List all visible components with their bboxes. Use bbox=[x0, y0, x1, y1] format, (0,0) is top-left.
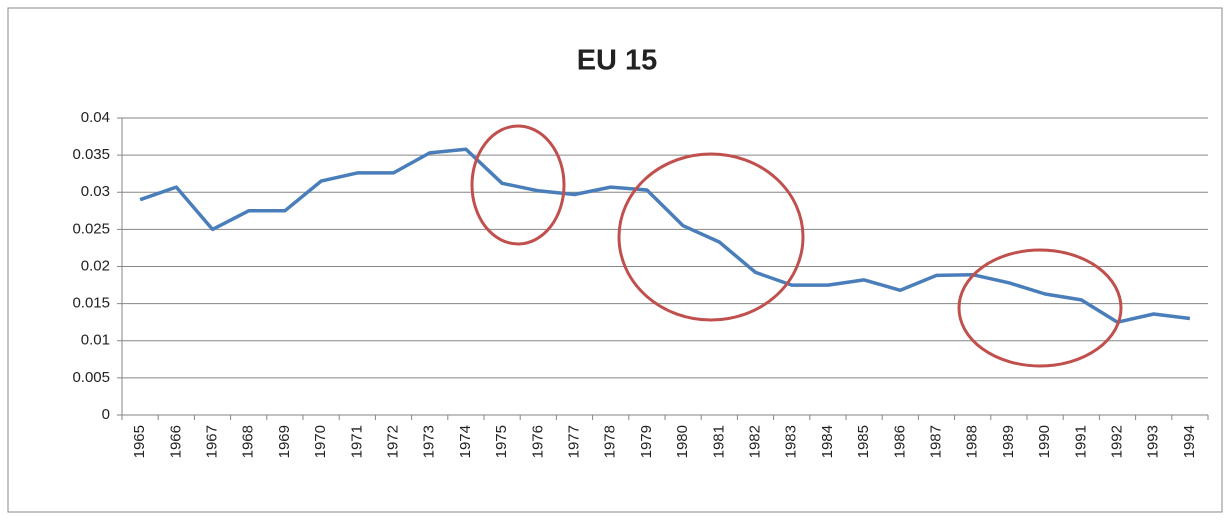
x-tick-label: 1994 bbox=[1181, 425, 1198, 458]
x-tick-label: 1975 bbox=[493, 425, 510, 458]
x-tick-label: 1993 bbox=[1145, 425, 1162, 458]
series-line bbox=[139, 147, 1191, 324]
chart-frame bbox=[7, 7, 1223, 513]
x-tick-label: 1979 bbox=[638, 425, 655, 458]
x-tick-label: 1967 bbox=[203, 425, 220, 458]
y-tick-label: 0.02 bbox=[81, 257, 110, 274]
x-tick-label: 1966 bbox=[167, 425, 184, 458]
annotation-circle bbox=[957, 248, 1123, 368]
annotation-circle bbox=[617, 152, 805, 322]
x-tick-label: 1983 bbox=[783, 425, 800, 458]
x-tick-label: 1977 bbox=[565, 425, 582, 458]
x-tick-label: 1988 bbox=[964, 425, 981, 458]
y-tick-label: 0.03 bbox=[81, 183, 110, 200]
annotation-circle bbox=[470, 124, 566, 246]
x-tick-label: 1991 bbox=[1072, 425, 1089, 458]
x-tick-label: 1981 bbox=[710, 425, 727, 458]
x-tick-label: 1974 bbox=[457, 425, 474, 458]
y-tick-label: 0.035 bbox=[72, 146, 110, 163]
x-tick-label: 1982 bbox=[746, 425, 763, 458]
annotations bbox=[470, 124, 1123, 368]
x-tick-label: 1976 bbox=[529, 425, 546, 458]
x-tick-label: 1985 bbox=[855, 425, 872, 458]
x-tick-label: 1970 bbox=[312, 425, 329, 458]
x-tick-label: 1965 bbox=[131, 425, 148, 458]
y-tick-label: 0.04 bbox=[81, 109, 110, 126]
x-tick-label: 1968 bbox=[240, 425, 257, 458]
y-tick-label: 0.015 bbox=[72, 295, 110, 312]
x-tick-label: 1986 bbox=[891, 425, 908, 458]
x-tick-label: 1987 bbox=[927, 425, 944, 458]
plot-area: 0 0.005 0.01 0.015 0.02 0.025 0.03 0.035 0.04 196… bbox=[72, 109, 1209, 458]
x-tick-label: 1989 bbox=[1000, 425, 1017, 458]
x-tick-label: 1980 bbox=[674, 425, 691, 458]
x-tick-label: 1984 bbox=[819, 425, 836, 458]
x-tick-label: 1978 bbox=[602, 425, 619, 458]
x-tick-label: 1990 bbox=[1036, 425, 1053, 458]
y-tick-label: 0 bbox=[102, 406, 110, 423]
y-tick-label: 0.01 bbox=[81, 332, 110, 349]
x-tick-label: 1971 bbox=[348, 425, 365, 458]
y-tick-label: 0.025 bbox=[72, 220, 110, 237]
y-tick-label: 0.005 bbox=[72, 369, 110, 386]
x-tick-label: 1992 bbox=[1108, 425, 1125, 458]
x-tick-label: 1972 bbox=[384, 425, 401, 458]
x-tick-label: 1969 bbox=[276, 425, 293, 458]
chart-title: EU 15 bbox=[577, 45, 658, 77]
x-tick-label: 1973 bbox=[421, 425, 438, 458]
